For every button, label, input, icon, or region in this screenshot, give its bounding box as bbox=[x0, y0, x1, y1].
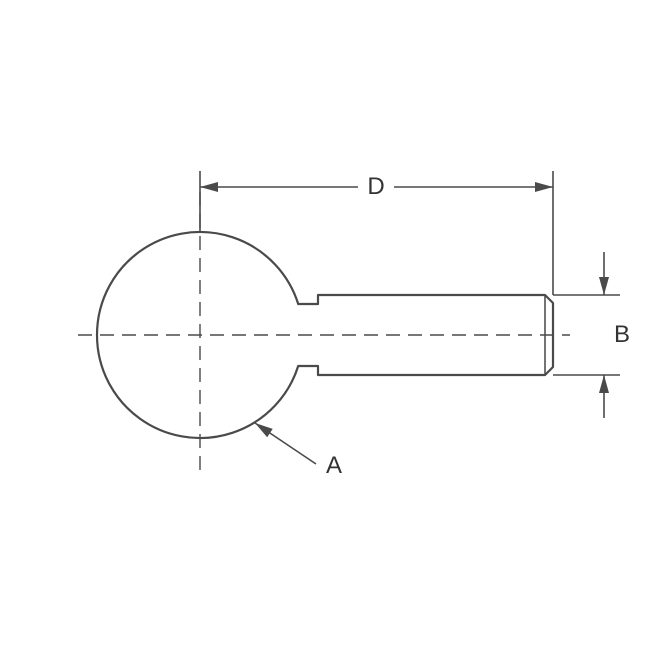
dimension-label-a: A bbox=[326, 452, 342, 480]
dimension-label-d: D bbox=[367, 173, 384, 201]
drawing-svg bbox=[0, 0, 670, 670]
diagram-canvas: D B A bbox=[0, 0, 670, 670]
dimension-label-b: B bbox=[614, 321, 630, 349]
